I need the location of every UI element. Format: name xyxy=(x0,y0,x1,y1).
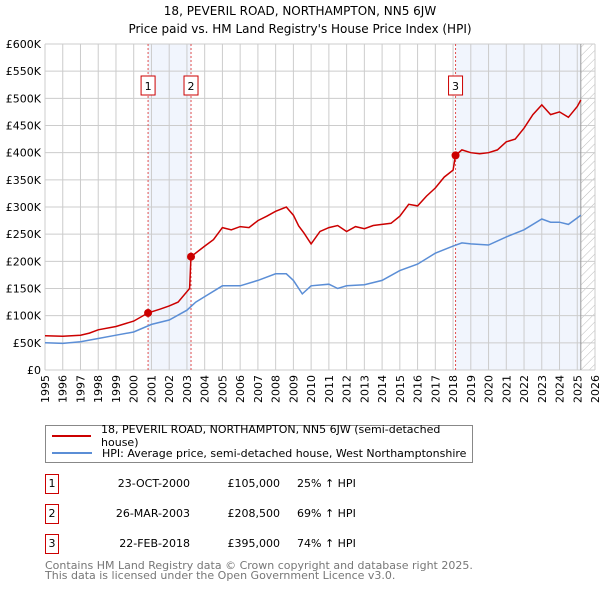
x-tick-label: 1995 xyxy=(39,375,52,403)
sale-marker: 1 xyxy=(45,474,59,494)
x-tick-label: 2006 xyxy=(234,375,247,403)
y-tick-label: £600K xyxy=(6,38,42,51)
y-tick-label: £350K xyxy=(6,174,42,187)
x-tick-label: 2018 xyxy=(447,375,460,403)
x-tick-label: 2008 xyxy=(270,375,283,403)
sale-label-box xyxy=(183,75,199,96)
x-tick-label: 2024 xyxy=(554,375,567,403)
x-tick-label: 2023 xyxy=(536,375,549,403)
x-tick-label: 2005 xyxy=(216,375,229,403)
sale-label: 1 xyxy=(145,80,152,93)
x-tick-label: 1997 xyxy=(74,375,87,403)
legend-label-property: 18, PEVERIL ROAD, NORTHAMPTON, NN5 6JW (… xyxy=(101,423,441,449)
y-tick-label: £500K xyxy=(6,92,42,105)
legend-swatch-blue xyxy=(52,452,92,454)
y-tick-label: £0 xyxy=(27,364,41,377)
x-tick-label: 2014 xyxy=(376,375,389,403)
chart-title: 18, PEVERIL ROAD, NORTHAMPTON, NN5 6JW xyxy=(164,4,437,18)
x-tick-label: 2001 xyxy=(145,375,158,403)
y-tick-label: £400K xyxy=(6,147,42,160)
y-tick-label: £150K xyxy=(6,283,42,296)
legend-label-hpi: HPI: Average price, semi-detached house,… xyxy=(102,446,467,460)
x-tick-label: 2013 xyxy=(358,375,371,403)
x-tick-label: 2021 xyxy=(500,375,513,403)
footer-copyright: Contains HM Land Registry data © Crown c… xyxy=(45,559,473,572)
x-tick-label: 2000 xyxy=(128,375,141,403)
y-tick-label: £50K xyxy=(13,337,42,350)
x-tick-label: 2009 xyxy=(287,375,300,403)
x-tick-label: 2016 xyxy=(412,375,425,403)
sale-label: 3 xyxy=(452,80,459,93)
x-tick-label: 2026 xyxy=(589,375,600,403)
x-tick-label: 1996 xyxy=(57,375,70,403)
sale-marker: 3 xyxy=(45,534,59,554)
sale-date: 22-FEB-2018 xyxy=(119,537,190,550)
sale-marker: 2 xyxy=(45,504,59,524)
sale-row: 2 26-MAR-2003 £208,500 69% ↑ HPI xyxy=(45,504,465,524)
y-tick-label: £450K xyxy=(6,120,42,133)
property-line xyxy=(44,99,582,338)
y-tick-label: £250K xyxy=(6,228,42,241)
sale-label-box xyxy=(140,75,156,96)
sale-hpi: 69% ↑ HPI xyxy=(297,507,356,520)
x-tick-label: 2012 xyxy=(341,375,354,403)
x-tick-label: 2011 xyxy=(323,375,336,403)
x-tick-label: 1999 xyxy=(110,375,123,403)
hpi-line xyxy=(44,214,582,345)
sale-point xyxy=(451,151,460,160)
x-tick-label: 2004 xyxy=(199,375,212,403)
x-tick-label: 2020 xyxy=(483,375,496,403)
sale-date: 23-OCT-2000 xyxy=(117,477,190,490)
y-tick-label: £100K xyxy=(6,310,42,323)
x-tick-label: 2017 xyxy=(429,375,442,403)
x-tick-label: 2022 xyxy=(518,375,531,403)
legend-item-property: 18, PEVERIL ROAD, NORTHAMPTON, NN5 6JW (… xyxy=(46,423,472,449)
x-tick-label: 2019 xyxy=(465,375,478,403)
sale-price: £208,500 xyxy=(227,507,281,520)
sale-point xyxy=(187,252,196,261)
x-tick-label: 2007 xyxy=(252,375,265,403)
x-tick-label: 2010 xyxy=(305,375,318,403)
y-tick-label: £550K xyxy=(6,65,42,78)
sale-label-box xyxy=(448,75,464,96)
legend: 18, PEVERIL ROAD, NORTHAMPTON, NN5 6JW (… xyxy=(45,423,473,463)
sale-hpi: 74% ↑ HPI xyxy=(297,537,356,550)
sale-row: 1 23-OCT-2000 £105,000 25% ↑ HPI xyxy=(45,474,465,494)
legend-swatch-red xyxy=(52,435,92,437)
legend-item-hpi: HPI: Average price, semi-detached house,… xyxy=(46,445,466,461)
sale-price: £395,000 xyxy=(227,537,281,550)
sale-label: 2 xyxy=(188,80,195,93)
y-tick-label: £300K xyxy=(6,201,42,214)
x-tick-label: 2015 xyxy=(394,375,407,403)
footer-licence: This data is licensed under the Open Gov… xyxy=(45,569,396,582)
sale-point xyxy=(144,308,153,317)
y-tick-label: £200K xyxy=(6,255,42,268)
sale-date: 26-MAR-2003 xyxy=(115,507,190,520)
chart-subtitle: Price paid vs. HM Land Registry's House … xyxy=(128,22,471,36)
sale-row: 3 22-FEB-2018 £395,000 74% ↑ HPI xyxy=(45,534,465,554)
sale-price: £105,000 xyxy=(227,477,281,490)
price-chart: 18, PEVERIL ROAD, NORTHAMPTON, NN5 6JW P… xyxy=(6,4,600,403)
x-tick-label: 2025 xyxy=(571,375,584,403)
x-tick-label: 2003 xyxy=(181,375,194,403)
x-tick-label: 2002 xyxy=(163,375,176,403)
x-tick-label: 1998 xyxy=(92,375,105,403)
sale-hpi: 25% ↑ HPI xyxy=(297,477,356,490)
